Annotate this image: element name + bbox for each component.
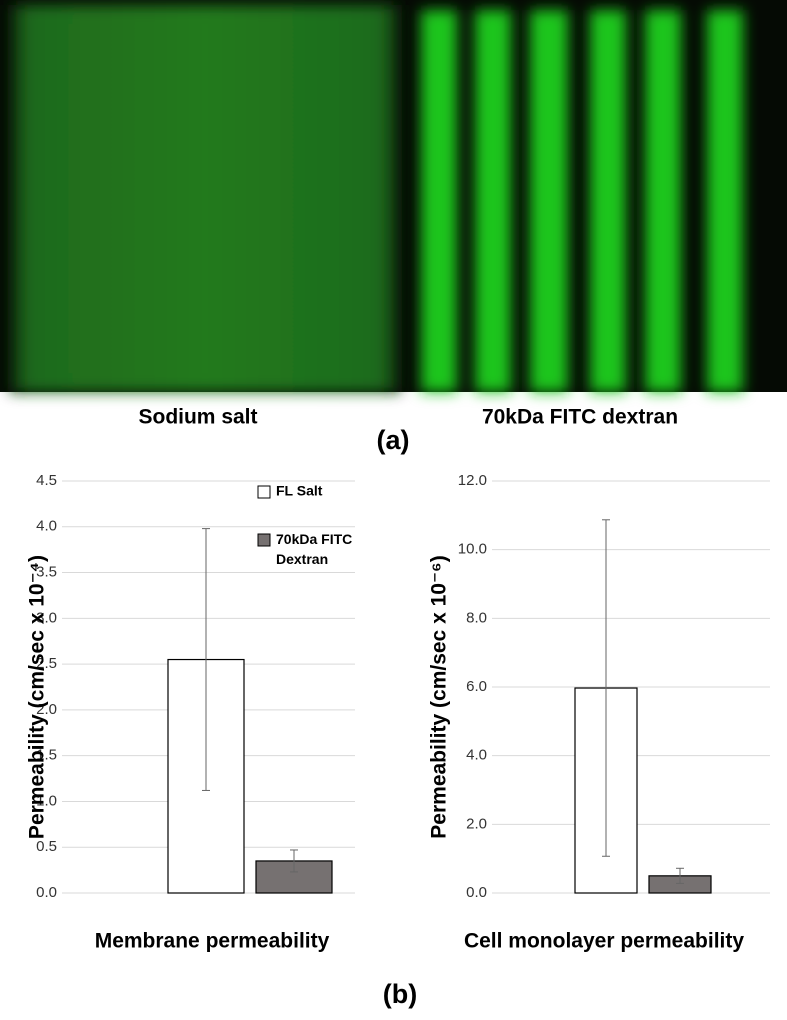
y-axis-title: Permeability (cm/sec x 10⁻⁴) [26, 555, 49, 839]
image-label: 70kDa FITC dextran [482, 406, 678, 429]
error-bar [602, 519, 610, 857]
y-tick-label: 0.5 [36, 838, 57, 855]
x-axis-title: Cell monolayer permeability [464, 930, 744, 953]
legend-label: FL Salt [276, 483, 323, 499]
y-tick-label: 2.0 [36, 701, 57, 718]
micrograph [0, 0, 787, 392]
legend-swatch [257, 485, 271, 499]
legend-label: 70kDa FITC Dextran [276, 531, 352, 567]
y-tick-label: 3.5 [36, 564, 57, 581]
y-tick-label: 2.0 [466, 815, 487, 832]
y-tick-label: 1.5 [36, 747, 57, 764]
y-tick-label: 0.0 [466, 884, 487, 901]
y-tick-label: 12.0 [458, 472, 487, 489]
x-axis-title: Membrane permeability [95, 930, 330, 953]
y-tick-label: 1.0 [36, 792, 57, 809]
y-tick-label: 4.0 [466, 747, 487, 764]
image-label: Sodium salt [138, 406, 257, 429]
y-axis-title: Permeability (cm/sec x 10⁻⁶) [428, 555, 451, 838]
y-tick-label: 8.0 [466, 609, 487, 626]
error-bar [676, 867, 684, 884]
y-tick-label: 0.0 [36, 884, 57, 901]
y-tick-label: 10.0 [458, 541, 487, 558]
y-tick-label: 3.0 [36, 609, 57, 626]
y-tick-label: 4.0 [36, 518, 57, 535]
error-bar [202, 528, 210, 791]
y-tick-label: 6.0 [466, 678, 487, 695]
panel-label: (b) [383, 979, 417, 1009]
panel-label: (a) [377, 425, 410, 455]
legend-swatch [257, 533, 271, 547]
y-tick-label: 2.5 [36, 655, 57, 672]
y-tick-label: 4.5 [36, 472, 57, 489]
error-bar [290, 849, 298, 873]
